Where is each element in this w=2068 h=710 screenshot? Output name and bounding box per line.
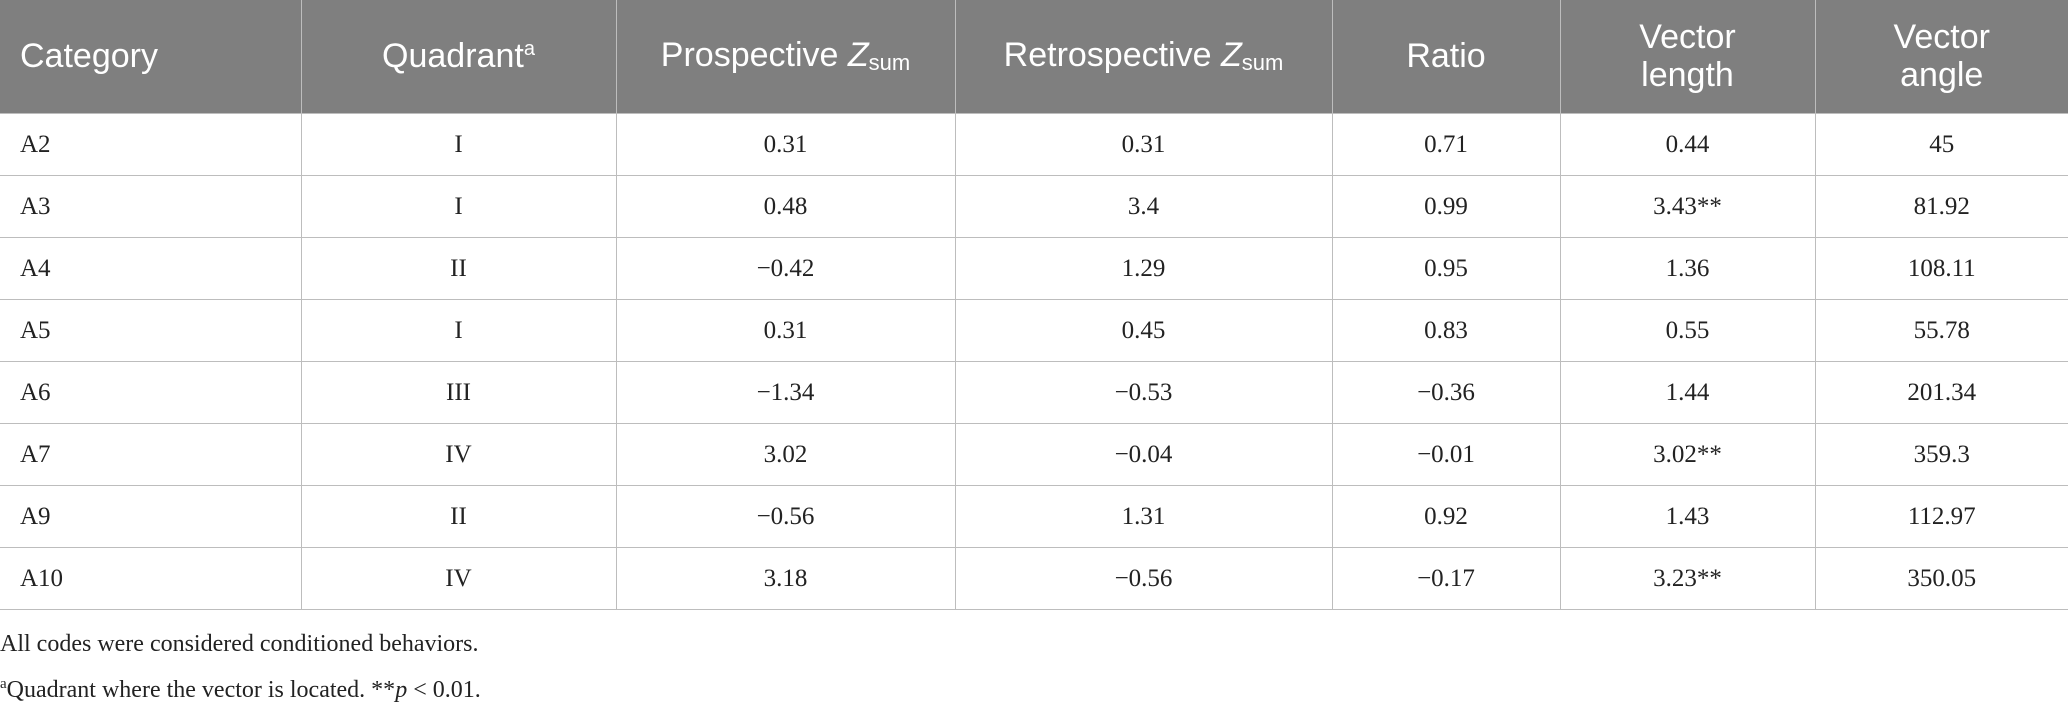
table-cell: 55.78 bbox=[1814, 299, 2068, 362]
table-cell: 0.31 bbox=[615, 113, 956, 176]
footnote-text: All codes were considered conditioned be… bbox=[0, 631, 479, 657]
table-cell: −0.01 bbox=[1331, 423, 1561, 486]
table-row: A3 I 0.48 3.4 0.99 3.43** 81.92 bbox=[0, 175, 2068, 238]
table-cell: 3.23** bbox=[1559, 547, 1816, 610]
table-cell: I bbox=[300, 113, 617, 176]
table-cell: 0.31 bbox=[615, 299, 956, 362]
footnote-variable: p bbox=[395, 677, 408, 703]
table-cell: −0.42 bbox=[615, 237, 956, 300]
table-cell: A3 bbox=[0, 175, 302, 238]
header-row: Category Quadranta Prospective Zsum Retrosp… bbox=[0, 0, 2068, 114]
footnotes: All codes were considered conditioned be… bbox=[0, 624, 2068, 710]
table-cell: 1.31 bbox=[954, 485, 1333, 548]
header-variable: Z bbox=[1220, 36, 1242, 75]
column-header: Vector length bbox=[1559, 0, 1815, 114]
table-cell: A10 bbox=[0, 547, 302, 610]
table-cell: 81.92 bbox=[1814, 175, 2068, 238]
table-cell: 1.43 bbox=[1559, 485, 1816, 548]
column-header: Quadranta bbox=[300, 0, 616, 114]
table-cell: 0.71 bbox=[1331, 113, 1561, 176]
table-cell: 0.55 bbox=[1559, 299, 1816, 362]
table-row: A2 I 0.31 0.31 0.71 0.44 45 bbox=[0, 113, 2068, 176]
table-cell: II bbox=[300, 485, 617, 548]
header-text: Vector length bbox=[1639, 18, 1736, 94]
footnote: All codes were considered conditioned be… bbox=[0, 624, 2068, 664]
table-cell: A4 bbox=[0, 237, 302, 300]
table-cell: 1.36 bbox=[1559, 237, 1816, 300]
table-cell: 3.43** bbox=[1559, 175, 1816, 238]
table-cell: A2 bbox=[0, 113, 302, 176]
table-row: A4 II −0.42 1.29 0.95 1.36 108.11 bbox=[0, 237, 2068, 300]
header-text: Retrospective bbox=[1003, 36, 1212, 75]
table-cell: −0.17 bbox=[1331, 547, 1561, 610]
table-cell: III bbox=[300, 361, 617, 424]
table-cell: A5 bbox=[0, 299, 302, 362]
header-superscript: a bbox=[523, 37, 535, 60]
header-text: Quadrant bbox=[382, 36, 524, 75]
table-cell: 3.18 bbox=[615, 547, 956, 610]
table-cell: −1.34 bbox=[615, 361, 956, 424]
header-text: Ratio bbox=[1406, 36, 1486, 75]
table-cell: 3.02** bbox=[1559, 423, 1816, 486]
header-text: Vector angle bbox=[1893, 18, 1990, 94]
table-cell: −0.56 bbox=[615, 485, 956, 548]
table-cell: −0.53 bbox=[954, 361, 1333, 424]
table-cell: 1.44 bbox=[1559, 361, 1816, 424]
table-cell: IV bbox=[300, 423, 617, 486]
column-header: Ratio bbox=[1331, 0, 1560, 114]
table-cell: IV bbox=[300, 547, 617, 610]
table-cell: 0.45 bbox=[954, 299, 1333, 362]
footnote-text: Quadrant where the vector is located. ** bbox=[6, 677, 396, 703]
table-row: A9 II −0.56 1.31 0.92 1.43 112.97 bbox=[0, 485, 2068, 548]
table-cell: A7 bbox=[0, 423, 302, 486]
table-cell: 1.29 bbox=[954, 237, 1333, 300]
table-cell: 201.34 bbox=[1814, 361, 2068, 424]
table-cell: 108.11 bbox=[1814, 237, 2068, 300]
table-cell: −0.56 bbox=[954, 547, 1333, 610]
table-cell: A6 bbox=[0, 361, 302, 424]
table-cell: 350.05 bbox=[1814, 547, 2068, 610]
table-cell: −0.04 bbox=[954, 423, 1333, 486]
data-table: Category Quadranta Prospective Zsum Retrosp… bbox=[0, 0, 2068, 610]
column-header: Retrospective Zsum bbox=[954, 0, 1332, 114]
table-cell: A9 bbox=[0, 485, 302, 548]
table-cell: 45 bbox=[1814, 113, 2068, 176]
table-cell: 0.44 bbox=[1559, 113, 1816, 176]
table-cell: 359.3 bbox=[1814, 423, 2068, 486]
table-cell: 0.48 bbox=[615, 175, 956, 238]
header-text: Category bbox=[20, 36, 158, 75]
table-cell: II bbox=[300, 237, 617, 300]
header-variable: Z bbox=[847, 36, 869, 75]
table-cell: 0.83 bbox=[1331, 299, 1561, 362]
header-text: Prospective bbox=[660, 36, 839, 75]
table-row: A10 IV 3.18 −0.56 −0.17 3.23** 350.05 bbox=[0, 547, 2068, 610]
footnote: aQuadrant where the vector is located. *… bbox=[0, 664, 2068, 710]
table-cell: −0.36 bbox=[1331, 361, 1561, 424]
table-cell: 3.02 bbox=[615, 423, 956, 486]
column-header: Vector angle bbox=[1814, 0, 2068, 114]
table-cell: 112.97 bbox=[1814, 485, 2068, 548]
table-row: A7 IV 3.02 −0.04 −0.01 3.02** 359.3 bbox=[0, 423, 2068, 486]
table-cell: 0.92 bbox=[1331, 485, 1561, 548]
header-subscript: sum bbox=[868, 50, 911, 76]
table-row: A5 I 0.31 0.45 0.83 0.55 55.78 bbox=[0, 299, 2068, 362]
table-cell: 0.31 bbox=[954, 113, 1333, 176]
table-body: A2 I 0.31 0.31 0.71 0.44 45 A3 I 0.48 3.4 0.99 3.43*… bbox=[0, 113, 2068, 610]
table-cell: 0.99 bbox=[1331, 175, 1561, 238]
column-header: Category bbox=[0, 0, 301, 114]
column-header: Prospective Zsum bbox=[615, 0, 955, 114]
header-subscript: sum bbox=[1241, 50, 1284, 76]
table-cell: I bbox=[300, 175, 617, 238]
table-row: A6 III −1.34 −0.53 −0.36 1.44 201.34 bbox=[0, 361, 2068, 424]
footnote-text: < 0.01. bbox=[407, 677, 481, 703]
footnote-marker: a bbox=[0, 676, 7, 692]
table-cell: 0.95 bbox=[1331, 237, 1561, 300]
table-cell: 3.4 bbox=[954, 175, 1333, 238]
table-cell: I bbox=[300, 299, 617, 362]
